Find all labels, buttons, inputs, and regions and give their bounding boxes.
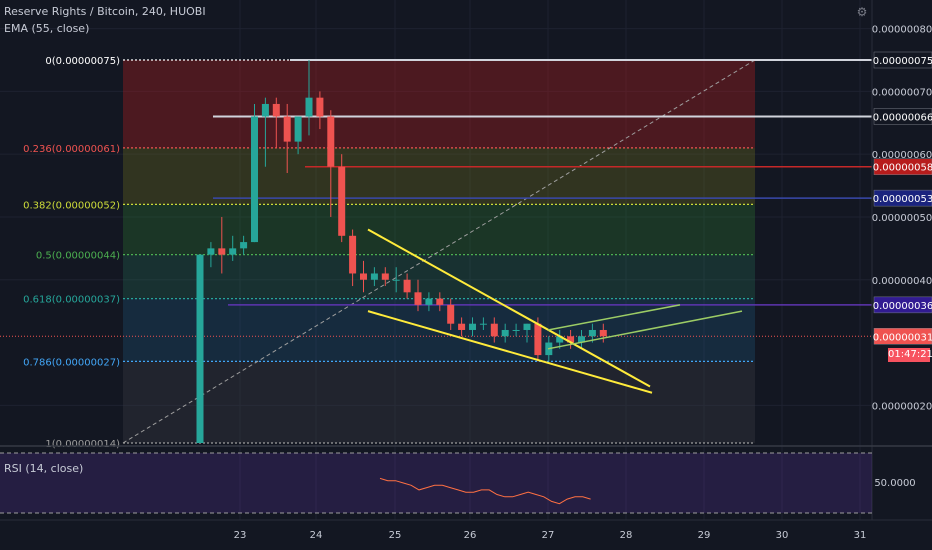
time-axis-bg	[0, 520, 932, 550]
price-tag-4: 0.00000036	[873, 301, 932, 312]
rsi-level-label: 50.0000	[874, 478, 915, 489]
settings-gear-icon: ⚙	[857, 5, 868, 19]
fib-zone-5	[123, 361, 755, 443]
candle-body-11	[316, 97, 324, 117]
candle-body-37	[599, 329, 607, 337]
candle-body-1	[207, 248, 215, 255]
channel-lower-line	[547, 310, 743, 350]
price-tag-2: 0.00000058	[873, 163, 932, 174]
candle-body-28	[501, 329, 509, 337]
candle-body-2	[218, 248, 226, 255]
candle-body-15	[360, 273, 367, 280]
candle-body-19	[403, 279, 411, 293]
x-tick-label-0: 23	[234, 530, 247, 541]
chart-title: Reserve Rights / Bitcoin, 240, HUOBI	[4, 5, 206, 18]
ema-legend[interactable]: EMA (55, close)	[4, 22, 90, 35]
candle-body-12	[327, 116, 335, 167]
y-tick-label-3: 0.00000050	[872, 213, 932, 224]
candle-body-0	[196, 254, 204, 443]
fib-zone-0	[123, 60, 755, 148]
candle-body-14	[349, 235, 357, 274]
fib-zone-1	[123, 147, 755, 205]
candle-body-3	[229, 248, 237, 255]
fib-label-6: 1(0.00000014)	[45, 439, 120, 450]
candle-body-7	[272, 103, 280, 117]
candle-body-18	[392, 279, 400, 281]
candle-body-16	[370, 273, 378, 280]
y-tick-label-1: 0.00000070	[872, 87, 932, 98]
candle-body-13	[338, 166, 346, 236]
price-tag-bg-2	[873, 158, 932, 175]
price-tag-1: 0.00000066	[873, 113, 932, 124]
candle-body-17	[381, 273, 389, 280]
candle-body-24	[458, 323, 466, 330]
candle-body-26	[479, 323, 487, 325]
x-tick-label-7: 30	[776, 530, 789, 541]
x-tick-label-5: 28	[620, 530, 633, 541]
rsi-band	[0, 453, 872, 513]
fib-label-3: 0.5(0.00000044)	[36, 251, 120, 262]
fib-label-1: 0.236(0.00000061)	[23, 144, 120, 155]
y-tick-label-5: 0.00000020	[872, 401, 932, 412]
y-tick-label-4: 0.00000040	[872, 276, 932, 287]
price-axis-bg	[872, 0, 932, 520]
candle-body-35	[578, 336, 585, 343]
candle-body-9	[294, 116, 302, 142]
candle-body-5	[251, 116, 258, 243]
x-tick-label-2: 25	[389, 530, 402, 541]
wedge-lower-line	[367, 310, 653, 394]
candle-body-29	[512, 329, 520, 331]
price-tag-bg-4	[873, 296, 932, 314]
fib-label-4: 0.618(0.00000037)	[23, 295, 120, 306]
y-tick-label-0: 0.00000080	[872, 25, 932, 36]
candle-body-33	[556, 336, 564, 343]
price-tag-bg-5	[873, 328, 932, 345]
price-tag-5: 0.00000031	[873, 332, 932, 343]
fib-label-5: 0.786(0.00000027)	[23, 357, 120, 368]
candle-body-22	[436, 298, 444, 305]
candle-body-27	[490, 323, 498, 337]
fib-zone-2	[123, 204, 755, 255]
bar-countdown: 01:47:21	[888, 348, 932, 362]
candle-body-36	[588, 329, 596, 337]
fib-zone-4	[123, 298, 755, 362]
price-tag-bg-0	[873, 51, 932, 69]
fib-label-2: 0.382(0.00000052)	[23, 200, 120, 211]
x-tick-label-8: 31	[854, 530, 867, 541]
price-tag-3: 0.00000053	[873, 194, 932, 205]
candle-body-10	[305, 97, 313, 117]
price-tag-bg-1	[873, 108, 932, 125]
price-tag-0: 0.00000075	[873, 56, 932, 67]
x-tick-label-4: 27	[542, 530, 555, 541]
candle-body-31	[534, 323, 542, 356]
rsi-legend[interactable]: RSI (14, close)	[4, 462, 84, 475]
candle-body-23	[447, 304, 455, 324]
candle-body-6	[261, 103, 269, 117]
x-tick-label-6: 29	[698, 530, 711, 541]
x-tick-label-3: 26	[464, 530, 477, 541]
fib-label-0: 0(0.00000075)	[45, 56, 120, 67]
y-tick-label-2: 0.00000060	[872, 150, 932, 161]
candle-body-34	[567, 336, 575, 343]
candle-body-4	[240, 242, 248, 249]
wedge-upper-line	[367, 228, 651, 388]
price-tag-bg-3	[873, 189, 932, 207]
candle-body-20	[414, 292, 422, 305]
candle-body-25	[469, 323, 476, 330]
channel-upper-line	[547, 304, 681, 331]
candle-body-8	[283, 116, 291, 142]
fib-zone-3	[123, 254, 755, 299]
x-tick-label-1: 24	[310, 530, 323, 541]
rsi-line	[379, 477, 591, 505]
candle-body-30	[523, 323, 531, 330]
candle-body-21	[425, 298, 433, 305]
